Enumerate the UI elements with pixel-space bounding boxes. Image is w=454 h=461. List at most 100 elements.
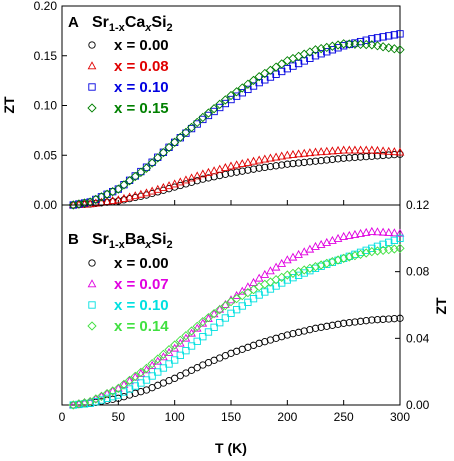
panel-b-legend-marker bbox=[87, 321, 97, 331]
panel-b-series-1-point bbox=[328, 235, 337, 244]
panel-b-series-2-point bbox=[390, 236, 399, 244]
x-axis-ticks: 0 50 100 150 200 250 300 bbox=[59, 400, 410, 424]
panel-b-title: Sr1-xBaxSi2 bbox=[92, 231, 173, 251]
panel-a-series-1-point bbox=[367, 145, 377, 154]
panel-a-series-0-point bbox=[261, 163, 269, 172]
panel-b-frame bbox=[61, 204, 401, 406]
panel-b-series-0-point bbox=[300, 327, 308, 335]
panel-a-series-0-point bbox=[255, 164, 263, 172]
panel-b-series-2-point bbox=[311, 264, 320, 272]
panel-a-series-2-point bbox=[317, 50, 325, 58]
panel-b-series-3-point bbox=[310, 262, 321, 272]
panel-a-series-0-point bbox=[283, 160, 291, 168]
panel-b-series-2-point bbox=[368, 244, 376, 252]
panel-a: 0.00 0.05 0.10 0.15 0.20 A Sr1-xCaxSi2 x = 0… bbox=[1, 0, 405, 212]
panel-b-letter: B bbox=[68, 231, 79, 248]
panel-a-series-2-point bbox=[199, 115, 207, 124]
panel-b-series-2-point bbox=[109, 393, 117, 401]
panel-a-series-3-point bbox=[220, 95, 231, 105]
panel-a-series-0-point bbox=[244, 166, 252, 174]
panel-a-series-3-point bbox=[271, 62, 281, 72]
panel-b-legend-marker bbox=[88, 301, 96, 309]
panel-a-series-0-point bbox=[379, 151, 387, 160]
panel-a-series-2-point bbox=[356, 37, 365, 46]
panel-b-series-2-point bbox=[204, 328, 213, 336]
panel-b-series-2-point bbox=[396, 234, 404, 242]
panel-a-yticks: 0.00 0.05 0.10 0.15 0.20 bbox=[34, 0, 401, 212]
panel-b-series-1-point bbox=[356, 228, 365, 237]
panel-b-series-2-point bbox=[193, 337, 201, 345]
panel-a-series-1-point bbox=[198, 169, 208, 178]
panel-a-series-3-point bbox=[170, 137, 180, 147]
panel-a-series-1-point bbox=[209, 166, 219, 175]
panel-b-series-3-point bbox=[119, 379, 129, 389]
panel-a-series-0-point bbox=[278, 161, 286, 169]
panel-b-series-1-point bbox=[282, 255, 292, 264]
panel-b-series-3-point bbox=[282, 270, 292, 280]
panel-a-series-0-point bbox=[238, 167, 246, 175]
panel-a-series-0-point bbox=[334, 155, 342, 163]
panel-b-series-3-point bbox=[186, 326, 197, 336]
x-tick-label: 100 bbox=[165, 410, 185, 424]
panel-a-series-1-point bbox=[277, 151, 287, 160]
panel-b-series-1-point bbox=[288, 252, 298, 261]
panel-b-series-2-point bbox=[199, 333, 207, 341]
panel-a-ytick-label: 0.10 bbox=[34, 99, 58, 113]
panel-b-ytick-label: 0.04 bbox=[406, 331, 430, 345]
panel-a-series-3-point bbox=[322, 42, 332, 53]
panel-a-series-2-point bbox=[390, 31, 399, 39]
panel-b-series-1-point bbox=[209, 309, 219, 318]
panel-a-series-3-point bbox=[141, 163, 152, 173]
panel-b-series-0-point bbox=[362, 317, 370, 325]
panel-b-series-1-point bbox=[361, 227, 371, 236]
panel-a-series-2-point bbox=[311, 52, 320, 60]
panel-a-series-3-point bbox=[327, 41, 338, 51]
panel-a-legend-label: x = 0.08 bbox=[114, 58, 169, 75]
panel-b-series-1-point bbox=[390, 228, 399, 237]
panel-a-series-2-point bbox=[92, 195, 100, 204]
panel-b-series-3-point bbox=[288, 268, 298, 278]
panel-a-series-3-point bbox=[198, 112, 208, 123]
x-tick-label: 50 bbox=[112, 410, 126, 424]
panel-a-series-0-point bbox=[232, 168, 241, 176]
panel-b-series-3-point bbox=[344, 252, 354, 262]
panel-b-series-2-point bbox=[238, 302, 246, 310]
panel-b-series-3-point bbox=[395, 243, 405, 253]
panel-a-series-3-point bbox=[310, 45, 321, 55]
x-axis-label: T (K) bbox=[215, 440, 247, 456]
panel-a-series-2-point bbox=[193, 120, 201, 128]
panel-b-series-2-point bbox=[154, 368, 162, 376]
panel-a-series-1-point bbox=[170, 179, 180, 188]
panel-a-series-1-point bbox=[221, 163, 230, 172]
panel-a-series-1-point bbox=[232, 160, 241, 169]
panel-b-series-1-point bbox=[294, 249, 303, 258]
x-tick-label: 200 bbox=[277, 410, 297, 424]
panel-a-series-1-point bbox=[254, 155, 264, 164]
panel-a-ytick-label: 0.15 bbox=[34, 49, 58, 63]
panel-b-series-3-point bbox=[136, 367, 146, 377]
panel-a-series-3-point bbox=[237, 83, 247, 93]
panel-a-series-3-point bbox=[203, 108, 214, 118]
panel-a-series-3-point bbox=[79, 198, 90, 208]
panel-a-series-0-point bbox=[306, 158, 314, 166]
panel-a-series-1-point bbox=[237, 159, 247, 168]
panel-a-series-2-point bbox=[171, 138, 179, 146]
panel-a-series-1-point bbox=[204, 167, 213, 176]
panel-a-series-1-point bbox=[350, 145, 360, 154]
panel-a-series-0-point bbox=[272, 162, 280, 170]
panel-a-series-1-point bbox=[344, 145, 354, 154]
panel-a-series-0-point bbox=[323, 156, 331, 164]
panel-b-series-1-point bbox=[311, 241, 320, 250]
panel-a-legend-marker bbox=[87, 61, 97, 70]
panel-a-series-1-point bbox=[260, 154, 270, 163]
panel-b-series-1-point bbox=[378, 227, 388, 236]
panel-b-series-3-point bbox=[327, 257, 338, 267]
panel-b-series-0-point bbox=[345, 319, 353, 327]
panel-a-series-3-point bbox=[231, 87, 242, 97]
panel-a-series-1-point bbox=[333, 145, 343, 154]
panel-b-series-3-point bbox=[305, 263, 315, 273]
panel-b-series-3-point bbox=[181, 331, 191, 341]
panel-a-series-3-point bbox=[277, 59, 287, 69]
panel-a-series-3-point bbox=[226, 90, 236, 101]
